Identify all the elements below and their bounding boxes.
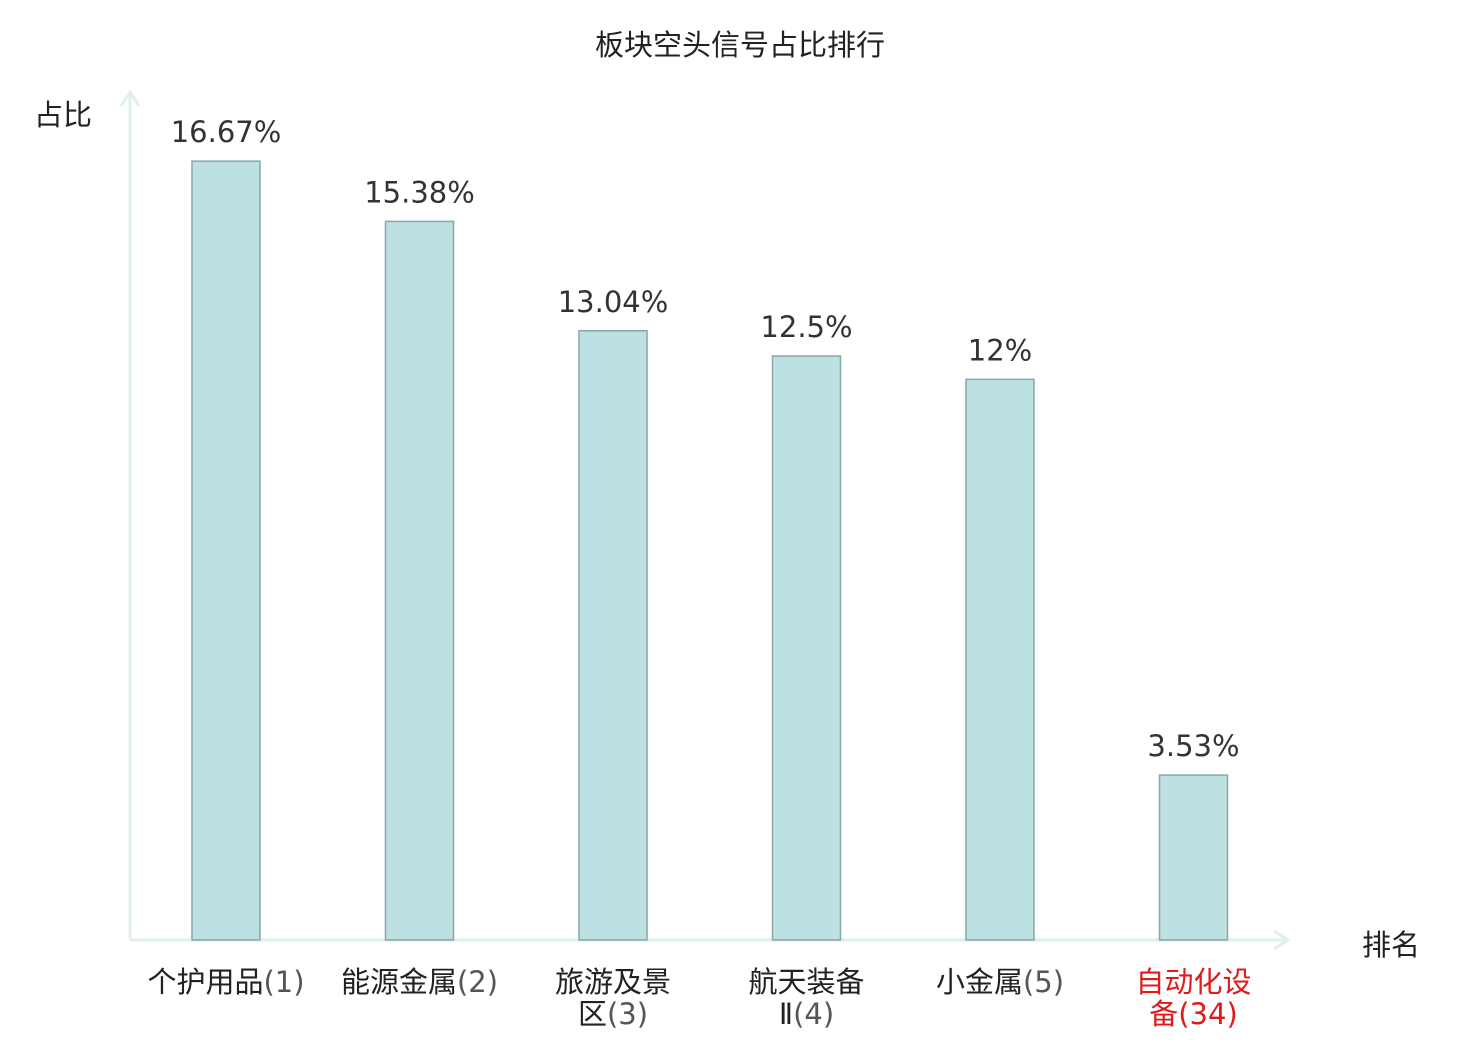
x-tick-label: 个护用品(1) — [147, 965, 305, 999]
x-tick-label: 能源金属(2) — [340, 965, 499, 999]
bar-value-label: 15.38% — [364, 175, 475, 209]
chart-title: 板块空头信号占比排行 — [594, 28, 885, 62]
x-axis-title: 排名 — [1362, 928, 1421, 962]
x-tick-label: 航天装备 Ⅱ(4) — [748, 965, 865, 1031]
y-axis-arrow — [119, 89, 141, 107]
x-tick-label: 旅游及景 区(3) — [554, 965, 671, 1031]
bar — [771, 355, 842, 941]
bar — [578, 330, 648, 941]
bar — [965, 378, 1035, 941]
y-axis-title: 占比 — [34, 98, 93, 132]
x-tick-label: 小金属(5) — [935, 965, 1065, 999]
bar — [191, 160, 261, 941]
bar — [1158, 774, 1229, 941]
x-axis-arrow — [1273, 929, 1291, 951]
x-tick-label: 自动化设 备(34) — [1135, 965, 1252, 1031]
bar — [384, 220, 455, 941]
bar-value-label: 13.04% — [558, 285, 669, 319]
bar-value-label: 12.5% — [760, 310, 852, 344]
bar-value-label: 12% — [968, 333, 1032, 367]
bar-value-label: 3.53% — [1147, 729, 1239, 763]
bar-value-label: 16.67% — [171, 115, 282, 149]
